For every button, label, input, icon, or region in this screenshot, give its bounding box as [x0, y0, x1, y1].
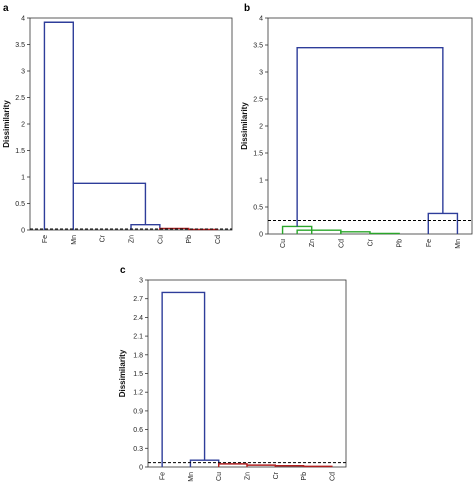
plot-frame [29, 17, 233, 231]
y-tick-label: 2.5 [253, 97, 263, 104]
y-tick-label: 3.5 [15, 42, 25, 49]
y-tick-label: 3 [139, 278, 143, 285]
y-tick-label: 0.6 [133, 427, 143, 434]
plot-frame [267, 17, 473, 235]
dendrogram-link [161, 291, 206, 467]
y-tick-label: 0 [259, 232, 263, 239]
panel-label: b [244, 3, 250, 14]
dendrogram-link [296, 47, 444, 227]
leaf-label-fe: Fe [42, 235, 49, 243]
y-tick-label: 3.5 [253, 43, 263, 50]
leaf-label-cd: Cd [338, 239, 345, 248]
y-tick-label: 0.5 [253, 205, 263, 212]
y-axis-label: Dissimilarity [118, 349, 127, 397]
y-tick-label: 2.7 [133, 296, 143, 303]
dendrogram-panel-c: c Dissimilarity 0 0.3 0.6 0.9 1.2 1.5 1.8 2.1 2.4 2… [118, 265, 347, 482]
y-tick-label: 1 [259, 178, 263, 185]
leaf-label-cu: Cu [157, 235, 164, 244]
y-tick-label: 0 [139, 465, 143, 472]
leaf-label-fe: Fe [426, 239, 433, 247]
y-tick-label: 0 [21, 228, 25, 235]
y-tick-label: 0.9 [133, 408, 143, 415]
leaf-label-zn: Zn [129, 235, 136, 243]
dendrogram-link [296, 229, 342, 234]
leaf-label-cr: Cr [368, 238, 375, 246]
y-tick-label: 1.5 [133, 371, 143, 378]
leaf-label-cr: Cr [100, 234, 107, 242]
y-tick-label: 1.5 [253, 151, 263, 158]
leaf-label-cd: Cd [215, 235, 222, 244]
leaf-label-pb: Pb [186, 235, 193, 244]
leaf-label-mn: Mn [188, 472, 195, 482]
leaf-label-cu: Cu [280, 239, 287, 248]
y-tick-label: 1 [21, 175, 25, 182]
y-tick-label: 2 [21, 122, 25, 129]
leaf-label-zn: Zn [245, 472, 252, 480]
dendrogram-link [130, 224, 161, 230]
y-tick-label: 4 [21, 16, 25, 23]
y-tick-label: 1.8 [133, 352, 143, 359]
leaf-label-pb: Pb [301, 472, 308, 481]
y-tick-label: 2.1 [133, 334, 143, 341]
y-tick-label: 4 [259, 16, 263, 23]
y-tick-label: 0.5 [15, 201, 25, 208]
leaf-label-zn: Zn [309, 239, 316, 247]
dendrogram-link [43, 21, 74, 230]
y-tick-label: 3 [21, 69, 25, 76]
y-tick-label: 1.2 [133, 390, 143, 397]
dendrogram-link [218, 463, 248, 467]
y-axis-label: Dissimilarity [2, 100, 11, 148]
leaf-label-pb: Pb [397, 239, 404, 248]
y-tick-label: 2.5 [15, 95, 25, 102]
dendrogram-panel-b: b Dissimilarity 0 0.5 1 1.5 2 2.5 3 3.5 4 Cu Zn Cd Cr P… [240, 3, 473, 249]
panel-label: a [3, 3, 9, 14]
panel-label: c [120, 265, 126, 276]
plot-frame [147, 279, 347, 468]
dendrogram-link [302, 465, 333, 468]
y-tick-label: 1.5 [15, 148, 25, 155]
y-tick-label: 2.4 [133, 315, 143, 322]
dendrogram-link [72, 182, 147, 230]
dendrogram-link [188, 228, 219, 231]
leaf-label-mn: Mn [71, 235, 78, 245]
leaf-label-fe: Fe [160, 472, 167, 480]
leaf-label-cd: Cd [329, 472, 336, 481]
dendrogram-link [189, 459, 220, 467]
leaf-label-mn: Mn [455, 239, 462, 249]
leaf-label-cr: Cr [273, 471, 280, 479]
dendrogram-link [427, 212, 459, 234]
dendrogram-panel-a: a Dissimilarity 0 0.5 1 1.5 2 2.5 3 3.5 4 Fe Mn Cr Zn C… [2, 3, 233, 245]
dendrogram-link [369, 232, 400, 235]
y-tick-label: 3 [259, 70, 263, 77]
leaf-label-cu: Cu [216, 472, 223, 481]
y-tick-label: 0.3 [133, 446, 143, 453]
y-tick-label: 2 [259, 124, 263, 131]
y-axis-label: Dissimilarity [240, 102, 249, 150]
